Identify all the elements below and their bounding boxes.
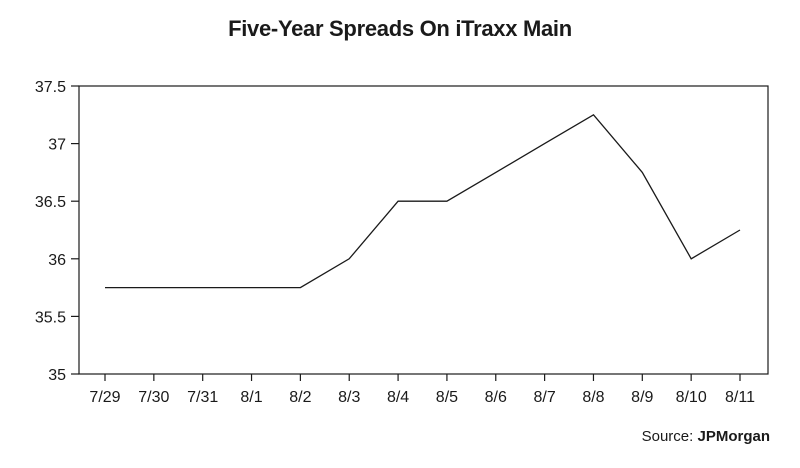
plot-frame <box>78 85 769 375</box>
x-tick-label: 8/6 <box>485 389 507 406</box>
x-tick-label: 8/2 <box>289 389 311 406</box>
series-line <box>105 113 741 289</box>
x-tick-label: 7/31 <box>187 389 218 406</box>
y-tick-label: 35.5 <box>35 309 66 326</box>
source-name: JPMorgan <box>697 428 770 445</box>
source-note: Source: JPMorgan <box>642 428 770 445</box>
source-label: Source: <box>641 428 694 445</box>
x-axis: 7/29 7/30 7/31 8/1 8/2 8/3 8/4 8/5 8/6 8/7 8/8 8/9 8… <box>89 374 755 406</box>
x-tick-label: 8/3 <box>338 389 360 406</box>
x-tick-label: 8/5 <box>436 389 458 406</box>
x-tick-label: 7/29 <box>89 389 120 406</box>
x-tick-label: 8/1 <box>240 389 262 406</box>
y-tick-label: 36.5 <box>35 194 66 211</box>
x-tick-label: 8/4 <box>387 389 409 406</box>
y-axis: 35 35.5 36 36.5 37 37.5 <box>35 79 79 384</box>
x-tick-label: 8/9 <box>631 389 653 406</box>
x-tick-label: 8/7 <box>533 389 555 406</box>
x-tick-label: 7/30 <box>138 389 169 406</box>
y-tick-label: 37 <box>48 137 66 154</box>
y-tick-label: 35 <box>48 367 66 384</box>
x-tick-label: 8/8 <box>582 389 604 406</box>
chart-title: Five-Year Spreads On iTraxx Main <box>228 16 572 41</box>
x-tick-label: 8/11 <box>725 389 755 406</box>
x-tick-label: 8/10 <box>676 389 707 406</box>
y-tick-label: 36 <box>48 252 66 269</box>
y-tick-label: 37.5 <box>35 79 66 96</box>
